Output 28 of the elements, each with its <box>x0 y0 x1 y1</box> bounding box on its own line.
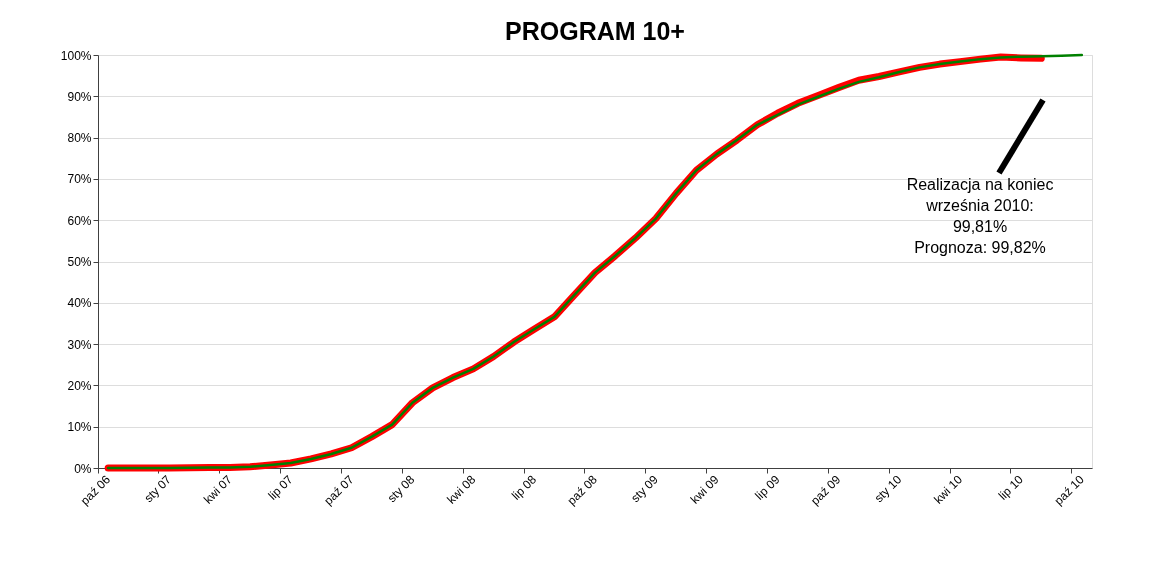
x-tick-label: sty 07 <box>141 472 175 506</box>
annotation: Realizacja na koniec września 2010: 99,81% Prognoza: 99,82% <box>906 176 1054 256</box>
y-tick-label: 90% <box>67 89 92 104</box>
y-tick-label: 70% <box>67 172 92 187</box>
y-tick-label: 40% <box>67 296 92 311</box>
x-tick-label: kwi 08 <box>444 472 479 507</box>
x-tick-label: sty 10 <box>871 472 905 506</box>
x-tick-label: kwi 10 <box>931 472 966 507</box>
x-tick-label: lip 10 <box>995 472 1027 503</box>
x-tick-label: paź 09 <box>808 472 844 508</box>
x-tick-label: lip 07 <box>265 472 296 503</box>
x-tick-label: sty 09 <box>628 472 662 506</box>
chart-title: PROGRAM 10+ <box>505 17 685 45</box>
y-tick-label: 50% <box>67 255 92 269</box>
x-tick-label: paź 10 <box>1051 472 1088 508</box>
y-tick-label: 80% <box>67 131 92 146</box>
x-tick-label: lip 09 <box>752 472 783 503</box>
x-tick-label: sty 08 <box>384 472 418 506</box>
x-tick-label: paź 07 <box>321 472 357 508</box>
y-tick-label: 10% <box>67 420 92 435</box>
y-tick-label: 100% <box>60 48 92 63</box>
y-tick-label: 20% <box>67 378 92 393</box>
x-tick-label: kwi 07 <box>200 472 236 507</box>
y-tick-label: 30% <box>67 337 92 352</box>
x-tick-label: lip 08 <box>508 472 540 503</box>
y-tick-label: 60% <box>67 213 92 228</box>
x-tick-label: paź 08 <box>564 472 601 508</box>
x-tick-label: kwi 09 <box>687 472 722 507</box>
